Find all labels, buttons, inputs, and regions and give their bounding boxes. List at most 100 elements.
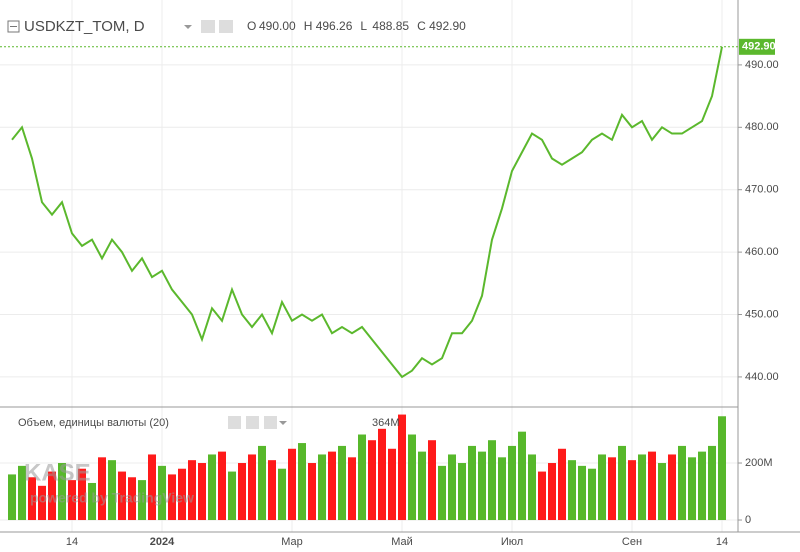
volume-bar — [508, 445, 516, 521]
volume-bar — [478, 451, 486, 521]
volume-bar — [258, 445, 266, 521]
settings-icon[interactable] — [246, 416, 259, 429]
settings-icon[interactable] — [219, 20, 233, 33]
volume-bar — [688, 457, 696, 521]
volume-bar — [578, 465, 586, 521]
volume-title: Объем, единицы валюты (20) — [18, 417, 169, 429]
volume-bar — [18, 465, 26, 521]
volume-bar — [98, 457, 106, 521]
volume-bar — [158, 465, 166, 521]
volume-bar — [668, 454, 676, 521]
last-price-box — [739, 38, 775, 55]
volume-bar — [248, 454, 256, 521]
ohlc-name: L — [360, 19, 367, 33]
volume-bar — [138, 480, 146, 521]
ohlc-value: 492.90 — [429, 19, 466, 33]
volume-bar — [78, 468, 86, 521]
volume-bar — [148, 454, 156, 521]
volume-bar — [108, 460, 116, 521]
volume-bar — [88, 482, 96, 521]
volume-bar — [618, 445, 626, 521]
symbol-title: USDKZT_TOM, D — [24, 18, 145, 35]
volume-bar — [128, 477, 136, 521]
volume-bar — [378, 428, 386, 521]
volume-bar — [178, 468, 186, 521]
eye-icon[interactable] — [228, 416, 241, 429]
volume-bar — [38, 485, 46, 521]
volume-bar — [338, 445, 346, 521]
volume-bar — [68, 480, 76, 521]
volume-bar — [558, 448, 566, 521]
ohlc-name: O — [247, 19, 256, 33]
volume-bar — [488, 440, 496, 521]
volume-bar — [318, 454, 326, 521]
volume-bar — [678, 445, 686, 521]
x-tick-label: 2024 — [150, 536, 175, 548]
ohlc-name: C — [417, 19, 426, 33]
x-tick-label: 14 — [716, 536, 728, 548]
volume-bar — [638, 454, 646, 521]
volume-bar — [198, 463, 206, 521]
y-tick-label: 440.00 — [745, 371, 779, 383]
y-tick-label: 450.00 — [745, 308, 779, 320]
volume-bar — [288, 448, 296, 521]
last-price-label: 492.90 — [742, 41, 776, 53]
x-tick-label: Май — [391, 536, 413, 548]
volume-bar — [468, 445, 476, 521]
volume-bar — [648, 451, 656, 521]
volume-bar — [458, 463, 466, 521]
header: USDKZT_TOM, D 364M — [7, 18, 400, 429]
y-tick-label: 0 — [745, 514, 751, 526]
volume-bar — [428, 440, 436, 521]
volume-bar — [718, 416, 726, 521]
ohlc-value: 496.26 — [316, 19, 353, 33]
volume-bar — [698, 451, 706, 521]
x-tick-label: Июл — [501, 536, 523, 548]
volume-bar — [388, 448, 396, 521]
volume-bar — [368, 440, 376, 521]
volume-bar — [548, 463, 556, 521]
ohlc-name: H — [304, 19, 313, 33]
volume-header: Объем, единицы валюты (20) — [18, 416, 287, 429]
volume-bar — [518, 431, 526, 521]
volume-bar — [218, 451, 226, 521]
volume-bar — [448, 454, 456, 521]
watermark-logo: KASE — [24, 459, 91, 486]
collapse-icon[interactable] — [7, 20, 20, 33]
volume-bar — [438, 465, 446, 521]
volume-bar — [538, 471, 546, 521]
volume-bar — [408, 434, 416, 521]
volume-bar — [208, 454, 216, 521]
plot — [8, 46, 726, 521]
ohlc-value: 490.00 — [259, 19, 296, 33]
dropdown-icon[interactable] — [279, 421, 287, 425]
volume-bar — [708, 445, 716, 521]
volume-last: 364M — [372, 417, 400, 429]
close-icon[interactable] — [264, 416, 277, 429]
volume-bar — [118, 471, 126, 521]
volume-bar — [298, 443, 306, 521]
volume-bar — [328, 451, 336, 521]
volume-bar — [608, 457, 616, 521]
volume-bar — [278, 468, 286, 521]
x-tick-label: Сен — [622, 536, 642, 548]
volume-bar — [168, 474, 176, 521]
y-tick-label: 200M — [745, 457, 773, 469]
volume-bar — [588, 468, 596, 521]
volume-bar — [48, 471, 56, 521]
volume-bar — [348, 457, 356, 521]
volume-bar — [498, 457, 506, 521]
y-tick-label: 460.00 — [745, 246, 779, 258]
volume-bar — [418, 451, 426, 521]
volume-bar — [28, 477, 36, 521]
y-tick-label: 480.00 — [745, 121, 779, 133]
volume-bar — [188, 460, 196, 521]
volume-bar — [358, 434, 366, 521]
y-tick-label: 490.00 — [745, 59, 779, 71]
ohlc-value: 488.85 — [372, 19, 409, 33]
eye-icon[interactable] — [201, 20, 215, 33]
dropdown-icon[interactable] — [184, 25, 192, 29]
price-line — [11, 46, 723, 379]
volume-bar — [658, 463, 666, 521]
